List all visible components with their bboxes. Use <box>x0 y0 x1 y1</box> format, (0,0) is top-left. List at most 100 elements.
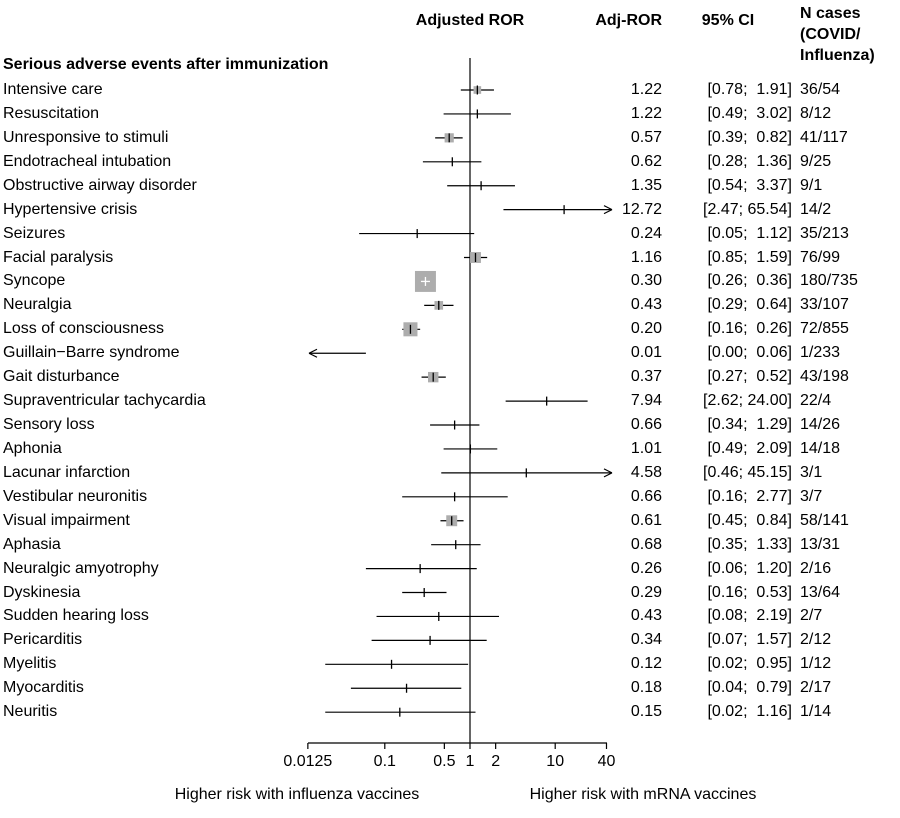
row-ci-value: [0.26; 0.36] <box>707 272 792 290</box>
row-ci-value: [0.04; 0.79] <box>707 679 792 697</box>
forest-row: Syncope 0.30 [0.26; 0.36] 180/735 <box>0 272 900 296</box>
forest-row: Myocarditis 0.18 [0.04; 0.79] 2/17 <box>0 679 900 703</box>
row-ci-value: [0.02; 1.16] <box>707 703 792 721</box>
row-ci-value: [0.06; 1.20] <box>707 559 792 577</box>
row-ror-value: 0.66 <box>630 416 662 434</box>
row-ror-value: 1.35 <box>630 176 662 194</box>
row-ror-value: 0.26 <box>630 559 662 577</box>
row-ror-value: 0.12 <box>630 655 662 673</box>
row-ci-value: [0.02; 0.95] <box>707 655 792 673</box>
row-ncases-value: 9/25 <box>800 152 832 170</box>
row-ror-value: 0.15 <box>630 703 662 721</box>
row-label: Neuralgic amyotrophy <box>3 559 159 577</box>
row-ci-value: [0.45; 0.84] <box>707 511 792 529</box>
row-ci-value: [0.49; 2.09] <box>707 439 792 457</box>
row-label: Aphasia <box>3 535 61 553</box>
column-header-ncases-line2: (COVID/ <box>800 26 861 43</box>
forest-row: Lacunar infarction 4.58 [0.46; 45.15] 3/1 <box>0 464 900 488</box>
row-ror-value: 0.66 <box>630 487 662 505</box>
row-ci-value: [0.46; 45.15] <box>703 463 792 481</box>
forest-row: Obstructive airway disorder 1.35 [0.54; 3.… <box>0 177 900 201</box>
row-ror-value: 0.61 <box>630 511 662 529</box>
row-label: Endotracheal intubation <box>3 152 172 170</box>
row-ncases-value: 1/233 <box>800 344 841 362</box>
row-ror-value: 0.30 <box>630 272 662 290</box>
row-ror-value: 1.22 <box>630 81 662 98</box>
row-ror-value: 1.16 <box>630 248 662 266</box>
row-label: Obstructive airway disorder <box>3 176 197 194</box>
x-axis-label-left: Higher risk with influenza vaccines <box>174 786 420 803</box>
row-ci-value: [0.54; 3.37] <box>707 176 792 194</box>
column-header-adj-ror: Adj-ROR <box>595 12 662 29</box>
forest-row: Gait disturbance 0.37 [0.27; 0.52] 43/198 <box>0 368 900 392</box>
row-ci-value: [2.62; 24.00] <box>703 392 792 410</box>
row-ror-value: 1.22 <box>630 104 662 122</box>
row-ror-value: 12.72 <box>621 200 662 218</box>
column-header-ncases: N cases (COVID/ Influenza) <box>800 3 875 66</box>
x-tick-label: 1 <box>466 753 475 770</box>
row-ror-value: 4.58 <box>630 463 662 481</box>
row-label: Dyskinesia <box>3 583 81 601</box>
row-ror-value: 0.01 <box>630 344 662 362</box>
row-ci-value: [0.27; 0.52] <box>707 368 792 386</box>
row-label: Guillain−Barre syndrome <box>3 344 180 362</box>
row-ncases-value: 72/855 <box>800 320 849 338</box>
row-ror-value: 0.57 <box>630 128 662 146</box>
arrow-head <box>603 209 613 215</box>
row-ci-value: [0.08; 2.19] <box>707 607 792 625</box>
row-ror-value: 0.43 <box>630 607 662 625</box>
row-ncases-value: 2/12 <box>800 631 832 649</box>
row-ncases-value: 2/7 <box>800 607 823 625</box>
row-ci-value: [0.16; 0.53] <box>707 583 792 601</box>
row-label: Vestibular neuronitis <box>3 487 148 505</box>
row-ncases-value: 9/1 <box>800 176 823 194</box>
forest-row: Hypertensive crisis 12.72 [2.47; 65.54] 14/… <box>0 201 900 225</box>
row-ci-value: [0.34; 1.29] <box>707 416 792 434</box>
row-label: Supraventricular tachycardia <box>3 392 206 410</box>
forest-row: Facial paralysis 1.16 [0.85; 1.59] 76/99 <box>0 249 900 273</box>
row-label: Visual impairment <box>3 511 130 529</box>
row-ror-value: 1.01 <box>630 439 662 457</box>
row-ror-value: 0.24 <box>630 224 662 242</box>
row-ci-value: [0.29; 0.64] <box>707 296 792 314</box>
row-ncases-value: 180/735 <box>800 272 858 290</box>
row-ci-value: [0.78; 1.91] <box>707 81 792 98</box>
forest-row: Vestibular neuronitis 0.66 [0.16; 2.77] 3/7 <box>0 488 900 512</box>
forest-row: Aphonia 1.01 [0.49; 2.09] 14/18 <box>0 440 900 464</box>
row-ncases-value: 14/2 <box>800 200 832 218</box>
forest-row: Sensory loss 0.66 [0.34; 1.29] 14/26 <box>0 416 900 440</box>
row-ncases-value: 58/141 <box>800 511 849 529</box>
row-ror-value: 0.29 <box>630 583 662 601</box>
row-ncases-value: 36/54 <box>800 81 841 98</box>
row-label: Facial paralysis <box>3 248 114 266</box>
forest-row: Visual impairment 0.61 [0.45; 0.84] 58/141 <box>0 512 900 536</box>
row-label: Seizures <box>3 224 66 242</box>
row-ncases-value: 3/1 <box>800 463 823 481</box>
arrow-head <box>308 352 318 358</box>
row-ci-value: [0.39; 0.82] <box>707 128 792 146</box>
row-label: Lacunar infarction <box>3 463 131 481</box>
row-label: Gait disturbance <box>3 368 120 386</box>
row-ci-value: [0.28; 1.36] <box>707 152 792 170</box>
row-ci-value: [0.49; 3.02] <box>707 104 792 122</box>
forest-row: Resuscitation 1.22 [0.49; 3.02] 8/12 <box>0 105 900 129</box>
row-label: Unresponsive to stimuli <box>3 128 169 146</box>
forest-row: Dyskinesia 0.29 [0.16; 0.53] 13/64 <box>0 584 900 608</box>
x-tick-label: 40 <box>598 753 616 770</box>
row-ncases-value: 3/7 <box>800 487 823 505</box>
row-ncases-value: 35/213 <box>800 224 849 242</box>
x-tick-label: 0.5 <box>433 753 455 770</box>
row-label: Myocarditis <box>3 679 84 697</box>
forest-row: Myelitis 0.12 [0.02; 0.95] 1/12 <box>0 655 900 679</box>
arrow-head <box>603 205 613 211</box>
row-ncases-value: 22/4 <box>800 392 832 410</box>
row-ci-value: [0.35; 1.33] <box>707 535 792 553</box>
row-ncases-value: 43/198 <box>800 368 849 386</box>
column-header-ci: 95% CI <box>701 12 755 29</box>
forest-row: Unresponsive to stimuli 0.57 [0.39; 0.82] 4… <box>0 129 900 153</box>
row-label: Resuscitation <box>3 104 100 122</box>
section-title: Serious adverse events after immunizatio… <box>3 56 329 73</box>
forest-row: Intensive care 1.22 [0.78; 1.91] 36/54 <box>0 81 900 105</box>
row-ncases-value: 1/12 <box>800 655 832 673</box>
